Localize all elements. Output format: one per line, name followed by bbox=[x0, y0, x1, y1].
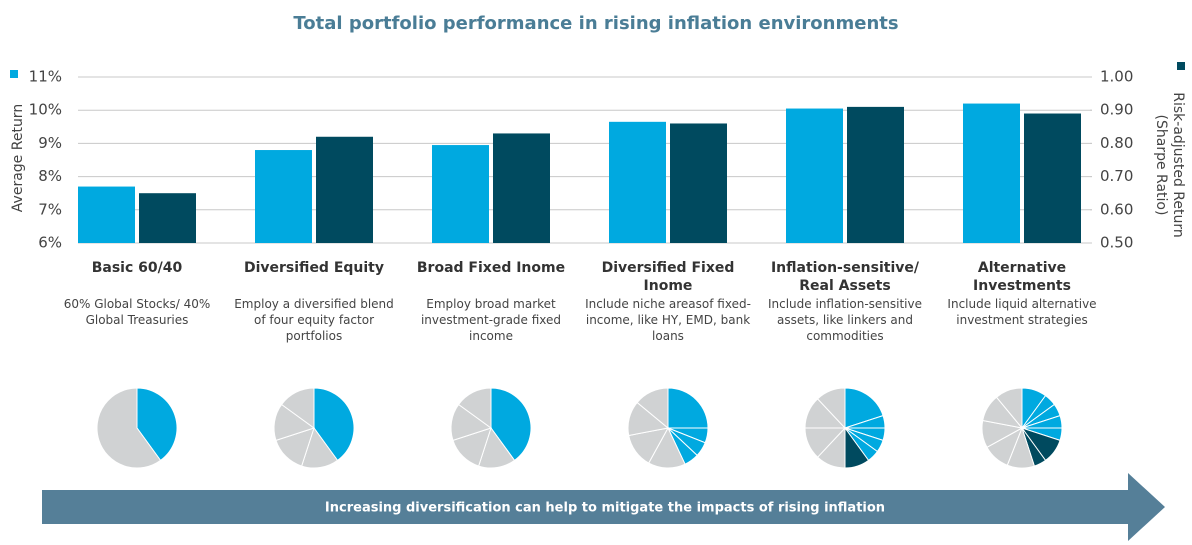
category-label: Broad Fixed Inome bbox=[416, 260, 566, 276]
category-description: Include liquid alternative investment st… bbox=[947, 297, 1097, 327]
y-tick-label: 7% bbox=[38, 200, 62, 218]
y-tick-label: 10% bbox=[29, 101, 62, 119]
pie-slice bbox=[457, 387, 492, 429]
y2-tick-label: 1.00 bbox=[1100, 68, 1133, 86]
legend-swatch bbox=[10, 70, 18, 78]
bar bbox=[255, 150, 312, 243]
pie-slice bbox=[490, 387, 532, 462]
pie-slice bbox=[313, 387, 355, 462]
category-label: Diversified Equity bbox=[243, 260, 384, 276]
category-label: Inflation-sensitive/ Real Assets bbox=[770, 260, 920, 294]
category-description: Include niche areasof fixed-income, like… bbox=[585, 297, 751, 343]
bar bbox=[609, 121, 666, 243]
category-description: Include inflation-sensitive assets, like… bbox=[767, 297, 922, 343]
category-description: Employ a diversified blend of four equit… bbox=[234, 297, 394, 343]
y2-tick-label: 0.90 bbox=[1100, 101, 1133, 119]
pie-slice bbox=[995, 387, 1023, 430]
bar bbox=[847, 106, 904, 243]
y-tick-label: 9% bbox=[38, 134, 62, 152]
y2-tick-label: 0.60 bbox=[1100, 200, 1133, 218]
y2-tick-label: 0.50 bbox=[1100, 234, 1133, 252]
banner-text: Increasing diversification can help to m… bbox=[325, 501, 885, 516]
pie-slice bbox=[844, 387, 884, 429]
bar bbox=[316, 136, 373, 243]
chart-title: Total portfolio performance in rising in… bbox=[293, 13, 898, 34]
category-label: Diversified Fixed Inome bbox=[601, 260, 735, 294]
category-description: 60% Global Stocks/ 40% Global Treasuries bbox=[63, 297, 211, 327]
y-tick-label: 8% bbox=[38, 167, 62, 185]
pie-slice bbox=[636, 387, 669, 430]
pie-slice bbox=[280, 387, 315, 429]
bar bbox=[670, 123, 727, 243]
pie-slice bbox=[136, 387, 178, 462]
category-label: Alternative Investments bbox=[973, 260, 1071, 294]
y-axis-label: Average Return bbox=[10, 103, 26, 213]
bar bbox=[493, 133, 550, 243]
y-tick-label: 6% bbox=[38, 234, 62, 252]
bar bbox=[432, 145, 489, 243]
pie-slice bbox=[96, 387, 162, 469]
pie-slice bbox=[667, 387, 709, 429]
category-label: Basic 60/40 bbox=[91, 260, 183, 276]
y2-tick-label: 0.80 bbox=[1100, 134, 1133, 152]
y2-axis-label: Risk-adjusted Return (Sharpe Ratio) bbox=[1153, 92, 1186, 238]
category-description: Employ broad market investment-grade fix… bbox=[420, 297, 562, 343]
y-tick-label: 11% bbox=[29, 68, 62, 86]
bar bbox=[963, 103, 1020, 243]
pie-slice bbox=[816, 387, 846, 430]
bar bbox=[786, 108, 843, 243]
banner-arrow bbox=[42, 473, 1165, 541]
legend-swatch bbox=[1177, 62, 1185, 70]
bar bbox=[139, 193, 196, 243]
bar bbox=[78, 186, 135, 243]
bar bbox=[1024, 113, 1081, 244]
y2-tick-label: 0.70 bbox=[1100, 167, 1133, 185]
